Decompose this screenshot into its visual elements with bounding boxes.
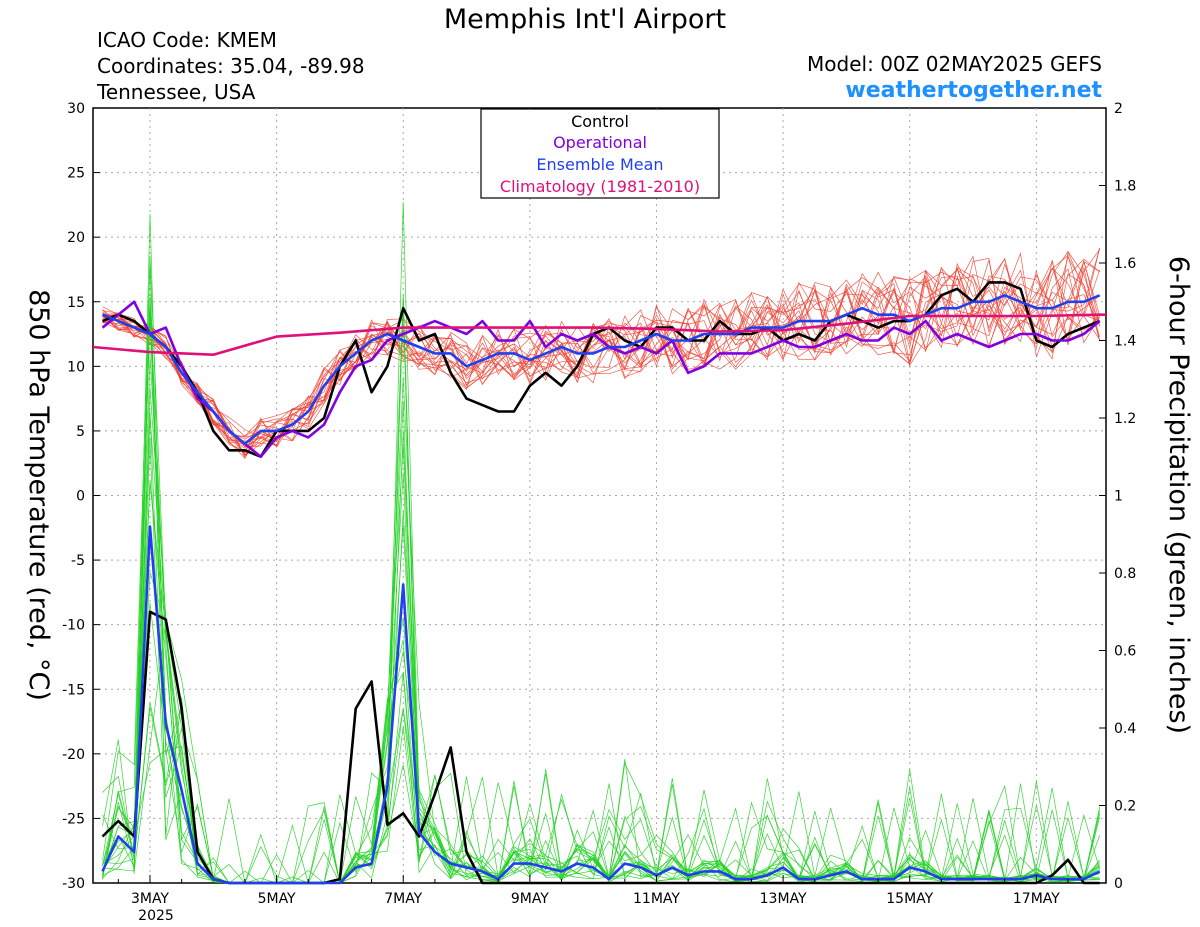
- tick-label-left: -5: [71, 553, 85, 569]
- precip-member-line: [102, 297, 1100, 884]
- precip-member-line: [102, 446, 1101, 884]
- tick-label-left: 30: [67, 101, 85, 117]
- temperature-member-line: [102, 268, 1101, 456]
- tick-label-right: 1.6: [1114, 256, 1136, 272]
- precip-member-line: [102, 483, 1100, 884]
- precip-member-line: [102, 411, 1100, 884]
- tick-label-right: 1.4: [1114, 334, 1136, 350]
- tick-label-left: 0: [76, 489, 85, 505]
- ensemble-mean-precip-line: [101, 525, 1101, 885]
- tick-label-right: 1: [1114, 489, 1123, 505]
- tick-label-x: 5MAY: [258, 891, 296, 907]
- precip-member-line: [102, 479, 1100, 884]
- tick-label-x: 3MAY: [131, 891, 169, 907]
- tick-label-right: 0.8: [1114, 566, 1136, 582]
- axis-ticks: 302520151050-5-10-15-20-25-3021.81.61.41…: [62, 101, 1136, 907]
- tick-label-x: 7MAY: [384, 891, 422, 907]
- legend-box: [480, 108, 720, 199]
- legend: Control Operational Ensemble Mean Climat…: [480, 108, 720, 199]
- legend-climatology: Climatology (1981-2010): [500, 177, 700, 196]
- tick-label-right: 1.8: [1114, 179, 1136, 195]
- tick-label-right: 0.6: [1114, 644, 1136, 660]
- tick-label-right: 1.2: [1114, 411, 1136, 427]
- temperature-member-line: [102, 250, 1101, 445]
- tick-label-right: 2: [1114, 101, 1123, 117]
- tick-label-left: 20: [67, 230, 85, 246]
- temperature-member-line: [102, 259, 1101, 453]
- tick-label-left: -30: [62, 876, 85, 892]
- tick-label-left: 15: [67, 295, 85, 311]
- legend-operational: Operational: [553, 133, 647, 152]
- precip-member-line: [102, 602, 1101, 884]
- model-run: Model: 00Z 02MAY2025 GEFS: [807, 52, 1102, 76]
- legend-control: Control: [571, 112, 629, 131]
- coordinates: Coordinates: 35.04, -89.98: [97, 54, 365, 78]
- precip-member-line: [102, 297, 1100, 884]
- precip-member-line: [102, 429, 1100, 884]
- precip-member-line: [102, 387, 1100, 884]
- temperature-member-line: [102, 257, 1101, 446]
- precip-member-line: [102, 416, 1101, 884]
- tick-label-left: -10: [62, 618, 85, 634]
- control-temperature-line: [102, 281, 1101, 458]
- icao-code: ICAO Code: KMEM: [97, 28, 277, 52]
- ensemble-mean-temperature-line: [102, 294, 1101, 446]
- tick-label-left: 25: [67, 166, 85, 182]
- temperature-member-line: [102, 267, 1100, 453]
- temperature-member-line: [102, 260, 1101, 446]
- tick-label-right: 0.2: [1114, 799, 1136, 815]
- tick-label-x: 17MAY: [1013, 891, 1060, 907]
- tick-label-right: 0: [1114, 876, 1123, 892]
- precip-member-line: [102, 294, 1100, 885]
- tick-label-x: 9MAY: [511, 891, 549, 907]
- series-lines: [92, 281, 1106, 885]
- temperature-member-line: [102, 270, 1100, 441]
- precip-member-line: [102, 305, 1101, 884]
- ensemble-member-lines: [102, 201, 1101, 885]
- tick-label-left: 10: [67, 359, 85, 375]
- location: Tennessee, USA: [96, 80, 256, 104]
- tick-label-x: 13MAY: [760, 891, 807, 907]
- site-link[interactable]: weathertogether.net: [845, 78, 1102, 103]
- y-axis-left-label: 850 hPa Temperature (red, °C): [23, 289, 54, 701]
- grid: [93, 108, 1106, 883]
- temperature-member-line: [102, 251, 1101, 442]
- y-axis-right-label: 6-hour Precipitation (green, inches): [1163, 256, 1194, 734]
- legend-ensemble-mean: Ensemble Mean: [536, 155, 663, 174]
- tick-label-x: 11MAY: [633, 891, 680, 907]
- operational-temperature-line: [101, 300, 1101, 458]
- tick-label-left: -20: [62, 747, 85, 763]
- tick-label-x: 15MAY: [886, 891, 933, 907]
- tick-label-left: 5: [76, 424, 85, 440]
- precip-member-line: [102, 297, 1101, 884]
- tick-label-left: -25: [62, 811, 85, 827]
- climatology-temperature-line: [92, 313, 1106, 356]
- temperature-member-line: [102, 255, 1100, 457]
- temperature-member-line: [102, 278, 1101, 449]
- chart-title: Memphis Int'l Airport: [444, 4, 726, 35]
- tick-label-right: 0.4: [1114, 721, 1136, 737]
- tick-label-left: -15: [62, 682, 85, 698]
- precip-member-line: [102, 213, 1100, 884]
- temperature-member-line: [102, 263, 1101, 457]
- x-axis-year-label: 2025: [138, 908, 174, 924]
